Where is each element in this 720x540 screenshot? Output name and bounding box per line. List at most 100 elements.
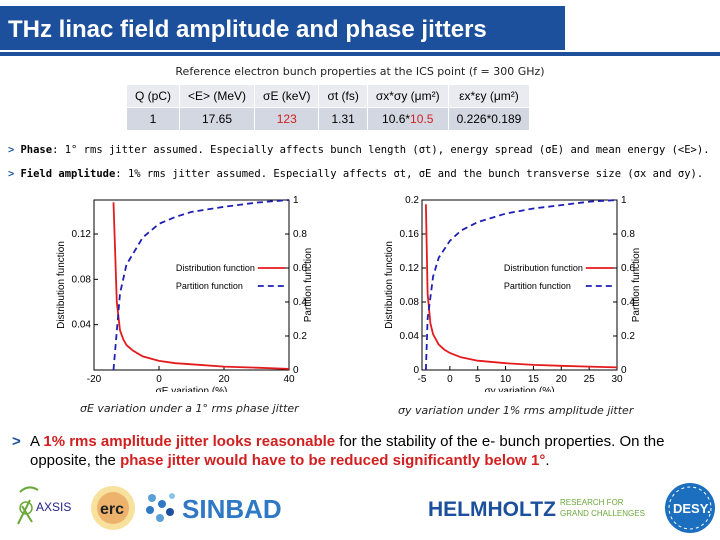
- title-underline: [0, 52, 720, 56]
- x-tick-label: 5: [475, 374, 481, 385]
- cell-sigma-xy-a: 10.6*: [382, 112, 411, 126]
- title-bar: THz linac field amplitude and phase jitt…: [0, 0, 720, 58]
- desy-logo: DESY.: [665, 483, 715, 533]
- chart-sigma-y: -5 0 5 10 15 20 25 3000.040.080.120.160.200.20.…: [384, 195, 642, 392]
- cell-emittance: 0.226*0.189: [447, 107, 531, 131]
- partition-function-line: [112, 199, 290, 371]
- legend-part-label: Partition function: [504, 281, 571, 291]
- y-right-tick-label: 0.8: [293, 229, 307, 240]
- y-right-tick-label: 1: [293, 195, 299, 206]
- helmholtz-logo: HELMHOLTZ RESEARCH FOR GRAND CHALLENGES: [428, 498, 645, 521]
- helmholtz-sub1: RESEARCH FOR: [560, 498, 624, 507]
- y-tick-label: 0.04: [400, 331, 420, 342]
- y-tick-label: 0.12: [400, 263, 420, 274]
- helmholtz-sub2: GRAND CHALLENGES: [560, 509, 645, 518]
- y-right-tick-label: 0.2: [293, 331, 307, 342]
- distribution-function-line: [112, 202, 290, 370]
- legend-dist-label: Distribution function: [504, 263, 583, 273]
- cell-sigma-t: 1.31: [318, 107, 368, 131]
- conclusion-part5: .: [545, 452, 550, 469]
- cell-sigma-xy-b: 10.5: [410, 112, 434, 126]
- arrow-icon: >: [8, 168, 15, 180]
- x-tick-label: 40: [283, 374, 295, 385]
- header-sigma-xy: σx*σy (μm²): [366, 84, 449, 108]
- left-chart-caption: σE variation under a 1° rms phase jitter: [80, 402, 299, 415]
- cell-sigma-xy: 10.6*10.5: [366, 107, 449, 131]
- field-label: Field amplitude: [20, 168, 116, 180]
- x-tick-label: 30: [611, 374, 623, 385]
- x-tick-label: -5: [418, 374, 427, 385]
- bullet-field: > Field amplitude: 1% rms jitter assumed…: [8, 168, 703, 180]
- cell-sigma-e: 123: [254, 107, 320, 131]
- legend-dist-label: Distribution function: [176, 263, 255, 273]
- y-right-tick-label: 0.6: [621, 263, 635, 274]
- x-tick-label: 15: [528, 374, 540, 385]
- y-right-tick-label: 0: [621, 365, 627, 376]
- helmholtz-text: HELMHOLTZ: [428, 498, 556, 521]
- y-right-tick-label: 0.6: [293, 263, 307, 274]
- y-right-tick-label: 1: [621, 195, 627, 206]
- arrow-icon: >: [12, 433, 21, 450]
- properties-table: Q (pC) <E> (MeV) σE (keV) σt (fs) σx*σy …: [126, 84, 531, 131]
- x-tick-label: -20: [87, 374, 102, 385]
- y-tick-label: 0.2: [405, 195, 419, 206]
- axsis-text: AXSIS: [36, 500, 71, 514]
- plot-frame: [421, 199, 618, 371]
- header-emittance: εx*εy (μm²): [447, 84, 531, 108]
- x-axis-label: σE variation (%): [156, 386, 228, 392]
- sinbad-logo: SINBAD: [146, 493, 282, 524]
- y-right-tick-label: 0.2: [621, 331, 635, 342]
- conclusion-text: A 1% rms amplitude jitter looks reasonab…: [12, 432, 712, 470]
- bullet-phase: > Phase: 1° rms jitter assumed. Especial…: [8, 144, 710, 156]
- chart-sigma-e: -20 0 20 40 0.04 0.08 0.12 0 0.2 0.4 0.6 0.8 1 Distri…: [56, 195, 314, 392]
- y-axis-label: Distribution function: [56, 241, 67, 329]
- conclusion-part2: 1% rms amplitude jitter looks reasonable: [43, 433, 336, 450]
- x-tick-label: 20: [218, 374, 230, 385]
- conclusion-part4: phase jitter would have to be reduced si…: [120, 452, 546, 469]
- table-header-row: Q (pC) <E> (MeV) σE (keV) σt (fs) σx*σy …: [126, 84, 531, 108]
- x-tick-label: 10: [500, 374, 512, 385]
- axsis-logo: AXSIS: [17, 486, 71, 525]
- y-tick-label: 0: [413, 365, 419, 376]
- arrow-icon: >: [8, 144, 15, 156]
- y-tick-label: 0.04: [72, 320, 92, 331]
- erc-logo: erc: [91, 486, 135, 530]
- legend-part-label: Partition function: [176, 281, 243, 291]
- y-tick-label: 0.08: [400, 297, 420, 308]
- distribution-function-line: [425, 204, 618, 369]
- logo-strip: AXSIS erc SINBAD HELMHOLTZ RESEARCH FOR …: [17, 483, 715, 533]
- y-tick-label: 0.16: [400, 229, 420, 240]
- y-right-tick-label: 0.4: [293, 297, 307, 308]
- conclusion: > A 1% rms amplitude jitter looks reason…: [12, 432, 712, 470]
- y-tick-label: 0.12: [72, 229, 92, 240]
- y-tick-label: 0.08: [72, 274, 92, 285]
- phase-label: Phase: [20, 144, 53, 156]
- sinbad-text: SINBAD: [182, 494, 282, 524]
- desy-text: DESY.: [673, 501, 711, 516]
- y-right-tick-label: 0: [293, 365, 299, 376]
- y-right-axis-label: Partition function: [303, 248, 314, 323]
- conclusion-part1: A: [30, 433, 44, 450]
- header-sigma-t: σt (fs): [318, 84, 368, 108]
- plot-frame: [93, 199, 290, 371]
- title-box: THz linac field amplitude and phase jitt…: [0, 6, 565, 50]
- y-right-axis-label: Partition function: [631, 248, 642, 323]
- x-tick-label: 25: [584, 374, 596, 385]
- y-right-tick-label: 0.8: [621, 229, 635, 240]
- table-row: 1 17.65 123 1.31 10.6*10.5 0.226*0.189: [126, 107, 531, 131]
- erc-text: erc: [100, 501, 124, 518]
- x-axis-label: σy variation (%): [484, 386, 554, 392]
- cell-q: 1: [126, 107, 180, 131]
- y-right-tick-label: 0.4: [621, 297, 635, 308]
- phase-text: : 1° rms jitter assumed. Especially affe…: [52, 144, 710, 156]
- x-tick-label: 0: [156, 374, 162, 385]
- y-axis-label: Distribution function: [384, 241, 395, 329]
- cell-mean-energy: 17.65: [178, 107, 256, 131]
- header-mean-energy: <E> (MeV): [178, 84, 256, 108]
- conclusion-part3: for the stability of the e- bunch proper…: [30, 433, 665, 469]
- x-tick-label: 0: [447, 374, 453, 385]
- table-caption: Reference electron bunch properties at t…: [175, 65, 545, 78]
- field-text: : 1% rms jitter assumed. Especially affe…: [115, 168, 704, 180]
- header-sigma-e: σE (keV): [254, 84, 320, 108]
- slide-title: THz linac field amplitude and phase jitt…: [8, 16, 487, 43]
